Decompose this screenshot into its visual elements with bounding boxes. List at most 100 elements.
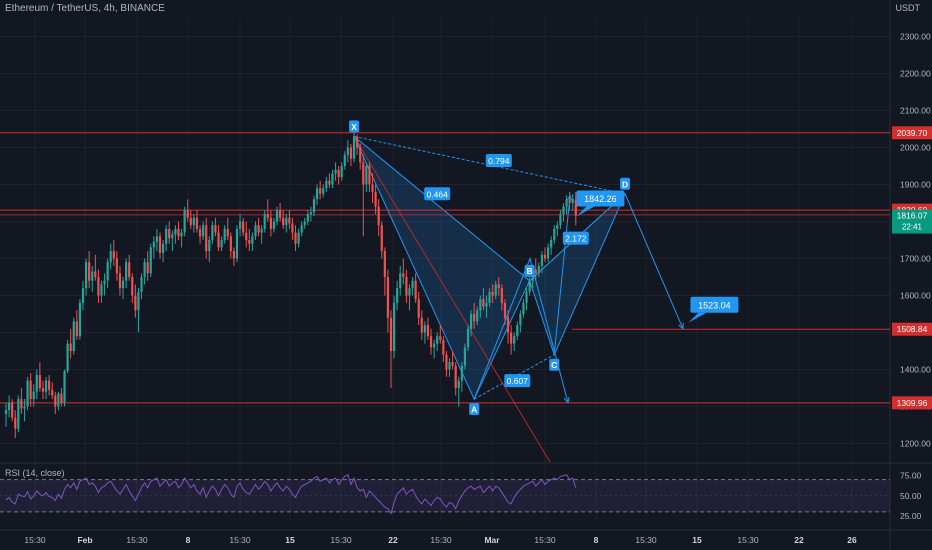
current-price-tag	[892, 209, 932, 234]
candle-body	[392, 302, 396, 351]
trend-line	[353, 136, 551, 463]
ratio-label-box	[562, 231, 589, 245]
candle-body	[402, 273, 405, 277]
candle-body	[186, 210, 189, 218]
y-tick-label: 2300.00	[900, 32, 931, 42]
candle-body	[128, 262, 131, 277]
candle-body	[177, 228, 180, 237]
candle-body	[309, 212, 313, 215]
candle-body	[294, 232, 297, 244]
pattern-point-c	[549, 358, 560, 371]
candle-body	[97, 277, 100, 296]
candle-body	[57, 393, 60, 407]
projection-arrow-ab-head	[563, 396, 570, 404]
candle-body	[408, 288, 411, 296]
candle-body	[248, 240, 251, 244]
candle-body	[457, 380, 460, 388]
pattern-point-d	[620, 177, 631, 190]
target-callout-box	[576, 190, 625, 207]
pattern-point-label: C	[551, 360, 557, 370]
pattern-point-b	[524, 264, 535, 277]
candle-body	[146, 262, 149, 274]
candle-body	[152, 241, 155, 248]
candle-body	[340, 166, 343, 178]
candle-body	[220, 240, 223, 248]
candle-body	[510, 332, 513, 344]
candle-body	[251, 236, 254, 244]
candle-body	[125, 262, 128, 281]
x-tick-label: 15:30	[737, 535, 759, 545]
candle-body	[497, 284, 500, 289]
candle-body	[112, 251, 115, 259]
candle-body	[559, 214, 562, 226]
rsi-title[interactable]: RSI (14, close)	[5, 468, 65, 478]
candle-body	[574, 199, 577, 216]
candle-body	[291, 223, 294, 233]
candle-body	[315, 188, 319, 200]
y-tick-label: 2100.00	[900, 106, 931, 116]
candle-body	[211, 225, 214, 240]
y-tick-label: 1200.00	[900, 439, 931, 449]
candle-body	[297, 232, 300, 244]
candle-body	[35, 375, 38, 392]
rsi-line	[5, 474, 577, 515]
projection-arrow-cd	[553, 195, 571, 355]
candle-body	[436, 336, 439, 344]
price-tag	[892, 396, 932, 410]
candle-body	[198, 228, 202, 237]
candle-body	[84, 262, 88, 289]
pattern-point-label: X	[351, 122, 357, 132]
candle-body	[88, 262, 91, 281]
ratio-label: 0.607	[507, 376, 529, 386]
candle-body	[377, 206, 380, 226]
candle-body	[469, 314, 473, 329]
bar-countdown: 22:41	[902, 223, 923, 232]
candle-body	[451, 362, 454, 366]
x-tick-label: 15	[692, 535, 702, 545]
candle-body	[217, 232, 220, 248]
candle-body	[260, 228, 263, 233]
x-tick-label: 15:30	[229, 535, 251, 545]
candle-body	[223, 228, 226, 240]
candle-body	[288, 217, 291, 224]
candle-body	[337, 169, 340, 178]
y-tick-label: 1400.00	[900, 365, 931, 375]
price-tag-label: 1508.84	[897, 324, 928, 334]
pattern-point-a	[469, 403, 480, 416]
candle-body	[334, 169, 337, 174]
candle-body	[195, 217, 199, 229]
candle-body	[266, 214, 269, 218]
pattern-point-label: B	[527, 266, 533, 276]
candle-body	[229, 236, 232, 252]
candle-body	[556, 225, 559, 229]
candle-body	[285, 217, 288, 226]
candle-body	[368, 166, 371, 185]
candle-body	[300, 225, 303, 233]
candle-body	[174, 228, 177, 235]
candle-body	[109, 251, 112, 263]
candle-body	[275, 210, 279, 222]
candle-body	[445, 354, 448, 370]
candle-body	[534, 269, 537, 274]
candle-body	[7, 402, 11, 411]
candle-body	[158, 236, 162, 253]
candle-body	[553, 228, 556, 240]
candle-body	[543, 254, 547, 259]
candle-body	[103, 280, 106, 285]
rsi-tick-label: 50.00	[900, 491, 922, 501]
candle-body	[374, 191, 377, 207]
candle-body	[214, 225, 217, 233]
symbol-title[interactable]: Ethereum / TetherUS, 4h, BINANCE	[5, 3, 165, 14]
candle-body	[257, 225, 260, 233]
price-tag-label: 1309.96	[897, 398, 928, 408]
y-tick-label: 1900.00	[900, 180, 931, 190]
candle-body	[149, 247, 152, 274]
y-tick-label: 2000.00	[900, 143, 931, 153]
x-tick-label: 8	[186, 535, 191, 545]
candle-body	[405, 277, 408, 296]
target-callout-box	[690, 296, 739, 313]
candle-body	[143, 262, 146, 277]
candle-body	[359, 147, 362, 163]
ratio-label-box	[504, 374, 531, 388]
candle-body	[303, 221, 306, 226]
